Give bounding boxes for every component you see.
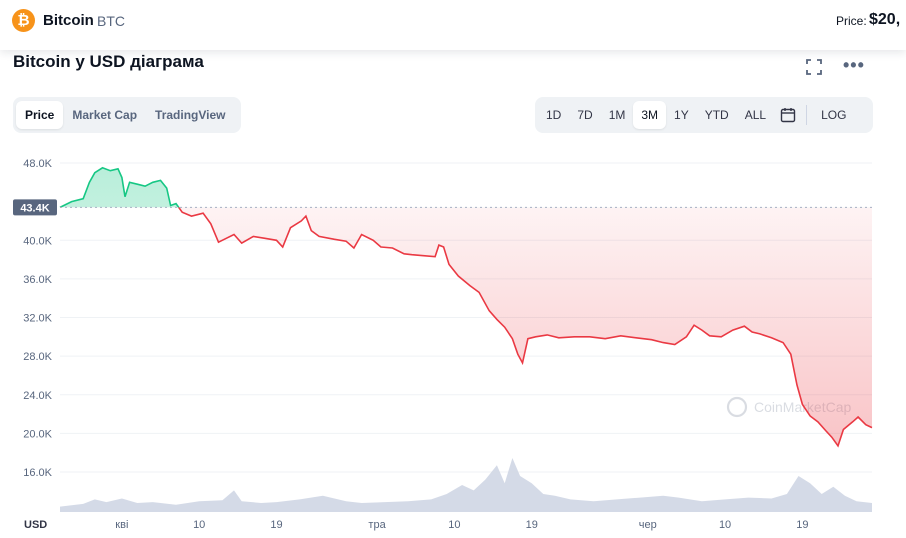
x-tick-label: 19 bbox=[270, 519, 282, 531]
price-area-below-baseline bbox=[178, 207, 872, 446]
volume-area bbox=[60, 458, 872, 512]
tab-price[interactable]: Price bbox=[16, 101, 64, 129]
coinmarketcap-logo-icon bbox=[726, 396, 748, 418]
log-scale-toggle[interactable]: LOG bbox=[821, 108, 847, 122]
x-tick-label: 10 bbox=[448, 519, 460, 531]
x-tick-label: чер bbox=[639, 519, 657, 531]
baseline-badge bbox=[13, 199, 57, 216]
range-1m[interactable]: 1M bbox=[608, 108, 626, 122]
tab-market-cap[interactable]: Market Cap bbox=[72, 108, 138, 122]
x-tick-label: кві bbox=[115, 519, 128, 531]
y-tick-label: 48.0K bbox=[23, 158, 52, 170]
range-1d[interactable]: 1D bbox=[546, 108, 562, 122]
price-line-down bbox=[60, 207, 873, 448]
bitcoin-logo-icon: ₿ bbox=[12, 9, 35, 32]
x-tick-label: 19 bbox=[526, 519, 538, 531]
fullscreen-icon[interactable] bbox=[806, 59, 822, 75]
coin-symbol: BTC bbox=[97, 13, 125, 29]
range-3m[interactable]: 3M bbox=[633, 101, 667, 129]
more-icon[interactable]: ••• bbox=[843, 55, 865, 75]
currency-label: USD bbox=[24, 519, 47, 531]
chart-type-toggle: Price Market Cap TradingView bbox=[13, 97, 241, 133]
y-tick-label: 40.0K bbox=[23, 235, 52, 247]
y-tick-label: 36.0K bbox=[23, 274, 52, 286]
tab-tradingview[interactable]: TradingView bbox=[155, 108, 226, 122]
y-tick-label: 16.0K bbox=[23, 467, 52, 479]
calendar-icon[interactable] bbox=[780, 107, 796, 123]
range-7d[interactable]: 7D bbox=[577, 108, 593, 122]
price-area-above-baseline bbox=[60, 167, 872, 208]
price-label: Price: bbox=[836, 14, 867, 28]
toggle-divider bbox=[806, 105, 808, 125]
chart-title: Bitcoin у USD діаграма bbox=[13, 52, 204, 71]
time-range-toggle: 1D 7D 1M 3M 1Y YTD ALL LOG bbox=[535, 97, 873, 133]
price-value: $20, bbox=[869, 11, 901, 28]
x-tick-label: 10 bbox=[719, 519, 731, 531]
y-tick-label: 20.0K bbox=[23, 428, 52, 440]
coin-name: Bitcoin bbox=[43, 12, 94, 29]
x-tick-label: 19 bbox=[796, 519, 808, 531]
x-tick-label: 10 bbox=[193, 519, 205, 531]
y-tick-label: 28.0K bbox=[23, 351, 52, 363]
coin-header: ₿ Bitcoin BTC Price: $20, bbox=[0, 0, 906, 50]
y-tick-label: 24.0K bbox=[23, 390, 52, 402]
y-tick-label: 32.0K bbox=[23, 313, 52, 325]
price-line-up bbox=[59, 166, 180, 208]
range-ytd[interactable]: YTD bbox=[704, 108, 729, 122]
baseline-label: 43.4K bbox=[20, 202, 49, 214]
range-1y[interactable]: 1Y bbox=[674, 108, 689, 122]
x-tick-label: тра bbox=[368, 519, 386, 531]
price-chart[interactable]: 48.0K 40.0K 36.0K 32.0K 28.0K 24.0K 20.0K 16.0K… bbox=[0, 140, 906, 538]
range-all[interactable]: ALL bbox=[744, 108, 767, 122]
